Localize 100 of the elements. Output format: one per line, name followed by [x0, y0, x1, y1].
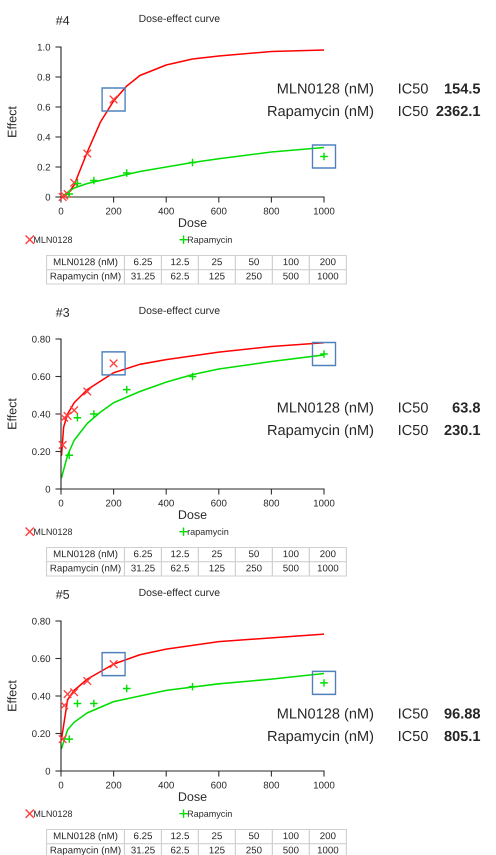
x-tick-label: 600: [211, 782, 227, 789]
x-tick-label: 400: [158, 208, 174, 215]
text: 200: [320, 832, 336, 840]
x-tick-label: 600: [211, 500, 227, 507]
y-tick-label: 0.40: [32, 692, 50, 700]
point: [122, 168, 132, 178]
text: 31.25: [131, 564, 155, 572]
chart-title: Dose-effect curve: [139, 14, 220, 22]
point: [64, 450, 74, 460]
x-tick-label: 800: [264, 500, 280, 507]
point: [188, 682, 197, 692]
point: [70, 178, 79, 188]
text: 6.25: [134, 832, 152, 840]
x-tick-label: 1000: [314, 782, 334, 789]
text: 200: [320, 258, 336, 266]
legend-label: MLN0128: [34, 236, 72, 243]
point: [64, 734, 74, 744]
x-tick-label: 200: [106, 208, 122, 215]
x-tick-label: 0: [58, 500, 64, 507]
point: [63, 411, 72, 420]
x-tick-label: 400: [158, 782, 174, 789]
chart-title: Dose-effect curve: [139, 588, 220, 596]
point: [82, 149, 92, 158]
text: MLN0128 (nM): [54, 550, 118, 560]
x-tick-label: 0: [58, 208, 64, 215]
text: 1000: [318, 846, 338, 854]
chart-subtitle: #3: [56, 308, 70, 317]
point: [89, 410, 98, 418]
text: IC50: [398, 83, 428, 94]
point: [58, 440, 68, 450]
y-tick-label: 1.0: [38, 44, 50, 51]
point: [122, 385, 132, 394]
legend-label: Rapamycin: [188, 810, 232, 819]
text: 230.1: [444, 424, 480, 436]
chart-subtitle: #4: [56, 16, 70, 25]
point: [89, 176, 98, 185]
text: 100: [284, 258, 299, 266]
text: 500: [283, 564, 299, 572]
y-tick-label: 0.40: [32, 410, 50, 418]
point: [89, 699, 98, 708]
y-tick-label: 0.60: [32, 373, 50, 380]
point: [60, 700, 69, 710]
point: [70, 406, 79, 415]
text: 31.25: [131, 846, 155, 854]
point: [82, 676, 92, 686]
text: 100: [284, 832, 299, 840]
y-axis-title: Effect: [7, 398, 16, 429]
point: [188, 158, 197, 167]
text: 50: [248, 258, 259, 266]
text: 25: [212, 258, 222, 266]
text: 62.5: [170, 272, 190, 280]
point: [82, 387, 92, 396]
text: 62.5: [170, 846, 190, 854]
y-tick-label: 0.20: [32, 448, 50, 456]
text: 125: [210, 846, 225, 854]
annotation: MLN0128 (nM): [278, 402, 374, 416]
legend-label: MLN0128: [34, 810, 72, 817]
point: [122, 684, 132, 693]
y-tick-label: 0.60: [32, 655, 50, 662]
text: Rapamycin (nM): [50, 846, 121, 855]
text: 50: [248, 832, 259, 840]
text: 250: [246, 846, 262, 854]
x-tick-label: 600: [211, 208, 227, 215]
text: 500: [283, 846, 299, 854]
x-tick-label: 0: [58, 782, 64, 789]
x-axis-title: Dose: [178, 510, 207, 520]
text: 62.5: [170, 564, 190, 572]
text: 12.5: [171, 258, 190, 266]
chart-subtitle: #5: [56, 590, 70, 599]
text: 154.5: [444, 83, 480, 94]
y-tick-label: 0: [46, 486, 50, 493]
text: 12.5: [171, 832, 190, 840]
text: 125: [210, 272, 225, 280]
x-tick-label: 800: [264, 782, 280, 789]
text: Rapamycin (nM): [50, 564, 121, 574]
point: [188, 372, 197, 381]
annotation: Rapamycin (nM): [268, 730, 374, 744]
text: 125: [210, 564, 225, 572]
text: 25: [212, 832, 222, 840]
y-tick-label: 0.80: [32, 336, 50, 343]
text: Rapamycin (nM): [50, 272, 121, 282]
text: 25: [212, 550, 222, 558]
text: 500: [283, 272, 299, 280]
text: 100: [284, 550, 299, 558]
y-axis-title: Effect: [7, 106, 16, 137]
text: 12.5: [171, 550, 190, 558]
text: 96.88: [444, 708, 480, 719]
y-tick-label: 0.4: [37, 134, 50, 141]
annotation: Rapamycin (nM): [268, 105, 374, 120]
legend-label: MLN0128: [34, 528, 72, 535]
text: 1000: [318, 564, 338, 572]
text: 250: [246, 272, 262, 280]
text: IC50: [398, 106, 428, 116]
chart-title: Dose-effect curve: [139, 306, 220, 314]
annotation: MLN0128 (nM): [278, 708, 374, 722]
x-axis-title: Dose: [178, 792, 207, 802]
y-tick-label: 0.80: [32, 618, 50, 625]
text: 6.25: [134, 258, 152, 266]
annotation: Rapamycin (nM): [268, 424, 374, 438]
legend-label: Rapamycin: [188, 236, 232, 245]
